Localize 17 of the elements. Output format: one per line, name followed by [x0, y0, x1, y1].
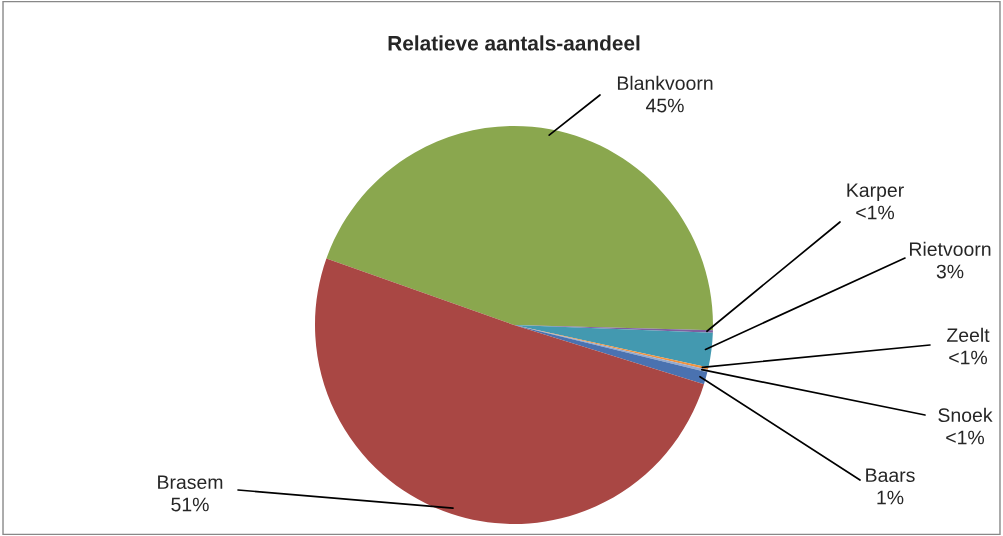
slice-label: Snoek [938, 407, 993, 423]
data-label: <1% [949, 350, 988, 365]
data-label: 1% [877, 490, 904, 505]
slice-label: Blankvoorn [617, 75, 713, 91]
data-label: <1% [856, 205, 895, 220]
data-label: 3% [936, 264, 964, 279]
slice-label: Brasem [158, 475, 223, 490]
data-label: 45% [645, 98, 684, 113]
slice-label: Karper [847, 183, 904, 201]
slice-label: Zeelt [947, 327, 990, 343]
pie-slice [315, 258, 704, 524]
slice-label: Baars [866, 468, 915, 483]
data-label: <1% [946, 430, 985, 445]
slice-label: Rietvoorn [909, 241, 991, 257]
chart-title: Relatieve aantals-aandeel [388, 35, 640, 51]
pie-slice [326, 126, 713, 331]
data-label: 51% [171, 497, 209, 512]
